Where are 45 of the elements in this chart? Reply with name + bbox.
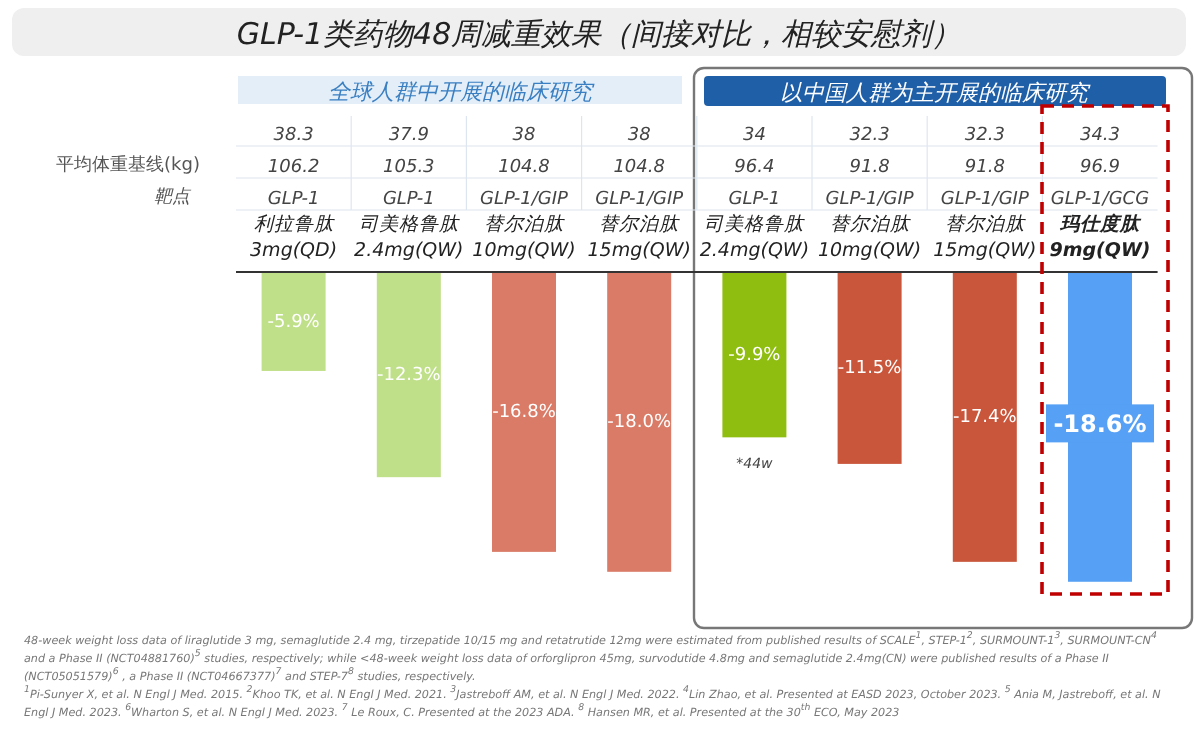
text: GLP-1/GIP <box>825 190 915 210</box>
text: 以中国人群为主开展的临床研究 <box>780 80 1092 106</box>
text: 104.8 <box>498 158 551 178</box>
text: 38.3 <box>273 126 315 146</box>
text: 105.3 <box>383 158 436 178</box>
data-label: -17.4% <box>952 408 1018 429</box>
text: 34.3 <box>1079 126 1121 146</box>
x-tick-label: 司美格鲁肽 2.4mg(QW) <box>698 212 811 264</box>
data-label: -12.3% <box>376 366 442 387</box>
data-label: -18.6% <box>1053 410 1147 439</box>
text: 37.9 <box>388 126 430 146</box>
data-label: -9.9% <box>728 346 782 367</box>
x-tick-label: 司美格鲁肽 2.4mg(QW) <box>352 212 465 264</box>
text: GLP-1/GCG <box>1050 190 1150 210</box>
text: GLP-1/GIP <box>595 190 685 210</box>
text: 平均体重基线(kg) <box>56 154 200 176</box>
text: 91.8 <box>964 158 1006 178</box>
x-tick-label: 替尔泊肽 15mg(QW) <box>931 212 1039 264</box>
data-label: -5.9% <box>267 312 321 333</box>
text: 32.3 <box>849 126 891 146</box>
text: GLP-1 <box>382 190 435 210</box>
data-label: -11.5% <box>837 359 903 380</box>
text: 96.4 <box>734 158 775 178</box>
x-tick-label: 利拉鲁肽 3mg(QD) <box>248 212 340 264</box>
text: 91.8 <box>849 158 891 178</box>
text: GLP-1/GIP <box>940 190 1030 210</box>
text: 34 <box>742 126 767 146</box>
text: GLP-1/GIP <box>480 190 570 210</box>
text: 靶点 <box>154 186 192 208</box>
text: 32.3 <box>964 126 1006 146</box>
text: 38 <box>627 126 652 146</box>
text: 96.9 <box>1079 158 1121 178</box>
text: GLP-1 <box>728 190 781 210</box>
text: 全球人群中开展的临床研究 <box>328 79 596 105</box>
x-tick-label: 替尔泊肽 10mg(QW) <box>470 212 578 264</box>
text: 104.8 <box>613 158 666 178</box>
x-tick-label: 替尔泊肽 10mg(QW) <box>815 212 924 264</box>
x-tick-label: 替尔泊肽 15mg(QW) <box>585 212 693 264</box>
x-tick-label: 玛仕度肽 9mg(QW) <box>1047 212 1153 264</box>
chart-title: GLP-1类药物48周减重效果（间接对比，相较安慰剂） <box>236 16 962 52</box>
data-label: -16.8% <box>492 403 557 424</box>
text: GLP-1 <box>267 190 320 210</box>
text: 38 <box>512 126 536 146</box>
text: 106.2 <box>267 158 320 178</box>
data-label: -18.0% <box>607 413 672 434</box>
